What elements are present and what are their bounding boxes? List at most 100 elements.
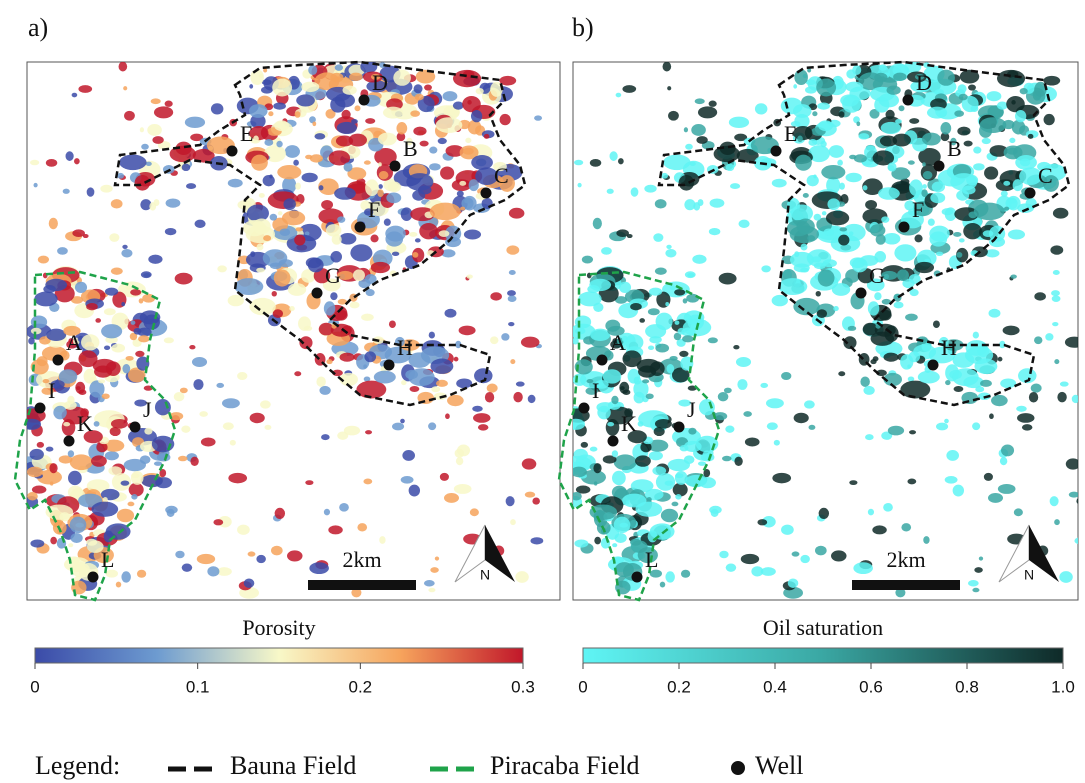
texture [101,324,123,339]
texture [839,227,848,232]
texture [573,448,588,460]
texture [883,232,901,245]
texture [508,207,525,219]
texture [138,335,150,343]
texture [1028,391,1039,403]
texture [1043,75,1061,86]
texture [98,379,106,384]
texture [828,145,844,158]
texture [1021,424,1033,431]
texture [660,508,679,523]
texture [1052,269,1060,276]
texture [997,356,1003,362]
texture [74,281,88,294]
texture [431,386,441,393]
north-arrow [1029,525,1059,582]
texture [723,387,732,394]
well-label: F [912,197,924,222]
texture [130,471,144,485]
texture [472,405,483,412]
texture [573,492,582,501]
texture [845,81,864,93]
texture [330,251,343,263]
texture [328,525,343,535]
texture [573,418,586,430]
well-label: F [368,197,380,222]
well-label: L [101,547,114,572]
texture [719,550,729,559]
texture [370,234,379,243]
north-label: N [480,567,490,583]
texture [145,161,152,166]
texture [932,320,940,328]
well-label: L [645,547,658,572]
texture [164,100,173,107]
texture [818,507,830,520]
texture [1007,229,1026,240]
texture [459,180,467,186]
texture [515,381,525,387]
texture [630,303,642,311]
texture [895,587,906,598]
texture [442,91,458,102]
texture [382,106,404,119]
texture [378,162,382,167]
texture [508,269,516,276]
texture [365,430,373,435]
texture [956,190,970,201]
well [770,145,782,157]
texture [956,252,963,258]
texture [945,380,951,386]
texture [950,137,957,146]
scale-bar [308,580,416,590]
texture [301,81,320,93]
texture [400,207,413,221]
texture [808,424,816,430]
texture [921,132,941,146]
colorbar-title: Porosity [242,615,315,640]
texture [89,380,105,398]
texture [67,485,83,499]
texture [253,135,259,143]
texture [649,569,662,578]
texture [377,189,384,198]
texture [30,359,49,375]
texture [909,430,917,435]
texture [1065,458,1078,470]
texture [199,411,208,417]
well [673,421,685,433]
texture [944,418,949,424]
texture [1037,161,1051,172]
texture [337,216,346,223]
texture [719,141,736,156]
texture [791,551,800,557]
well [383,359,395,371]
texture [708,100,717,107]
texture [30,327,42,335]
texture [75,381,86,394]
texture [413,126,427,136]
texture [150,98,161,105]
texture [968,84,976,91]
texture [787,578,799,588]
texture [456,378,473,389]
texture [954,110,964,117]
texture [999,457,1008,466]
texture [83,430,103,444]
texture [874,251,887,263]
texture [790,204,813,222]
texture [141,143,149,150]
well-label: I [48,378,55,403]
texture [991,394,1008,407]
texture [997,483,1016,494]
texture [1034,81,1047,97]
texture [743,411,752,417]
texture [349,72,363,82]
texture [386,192,402,204]
texture [887,162,897,172]
texture [412,190,426,201]
texture [1076,498,1078,504]
texture [914,73,925,80]
texture [613,454,637,471]
texture [815,290,821,297]
